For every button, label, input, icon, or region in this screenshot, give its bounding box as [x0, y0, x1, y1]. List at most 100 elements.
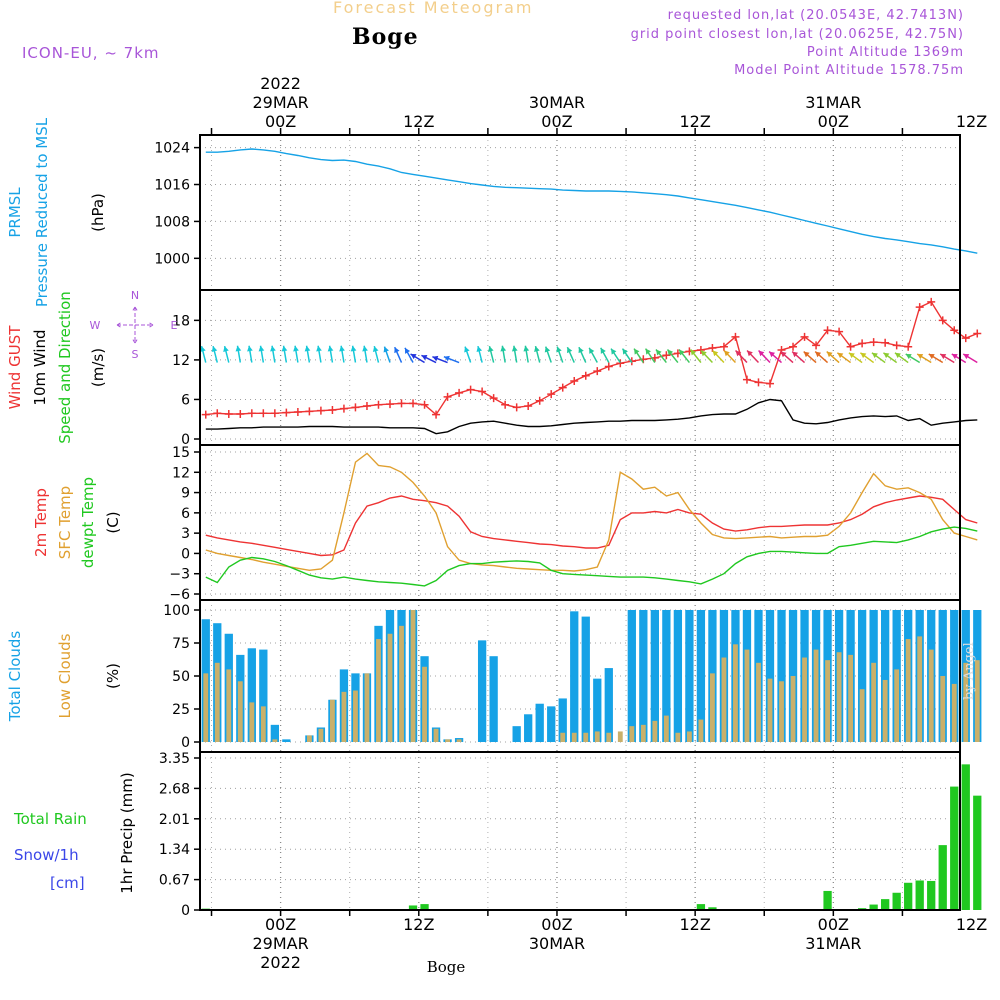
low-cloud-bar [640, 724, 646, 742]
total-cloud-bar [765, 610, 775, 742]
gust-marker [938, 316, 947, 325]
gust-marker [904, 342, 913, 351]
compass-south: S [132, 348, 139, 361]
low-cloud-bar [306, 735, 312, 742]
gust-marker [259, 409, 268, 418]
y-tick-label: 12 [172, 465, 190, 481]
wind-arrow-head [476, 346, 483, 352]
gust-marker [362, 402, 371, 411]
panel-frames [194, 128, 961, 916]
low-cloud-bar [848, 654, 854, 742]
gust-marker [581, 371, 590, 380]
model-name: ICON-EU, ~ 7km [22, 44, 160, 62]
total-cloud-bar [535, 703, 544, 742]
prmsl-line [205, 148, 978, 254]
low-cloud-bar [617, 731, 623, 742]
wind-arrow [523, 345, 530, 363]
wind-arrow [951, 353, 967, 364]
total-cloud-bar [777, 610, 786, 742]
wind-arrow-head [860, 352, 867, 359]
low-cloud-bar [583, 732, 589, 742]
y-tick-label: 1000 [154, 251, 190, 267]
rain-bar [904, 882, 913, 910]
wind-arrow-head [769, 351, 776, 358]
point-altitude: Point Altitude 1369m [806, 45, 964, 60]
gust-marker [858, 339, 867, 348]
wind-arrow [432, 355, 448, 364]
y-tick-label: 3.35 [159, 751, 190, 767]
panel-side-label: (m/s) [89, 348, 107, 387]
wind-arrow-head [690, 349, 697, 356]
bottom-time-label: 30MAR [529, 934, 585, 953]
gust-marker [742, 375, 751, 384]
y-tick-label: −3 [169, 567, 190, 583]
gust-marker [466, 385, 475, 394]
low-cloud-bar [330, 699, 335, 742]
bottom-time-label: 00Z [818, 915, 849, 934]
sfc-temp-line [205, 452, 978, 572]
wind-arrow [534, 345, 541, 363]
rain-bar [869, 904, 878, 910]
rain-bar [973, 795, 982, 910]
low-cloud-bar [663, 715, 669, 742]
wind-arrow-head [235, 345, 242, 352]
wind-arrow-head [404, 347, 411, 354]
wind-arrow [339, 345, 345, 363]
wind-arrow [464, 346, 472, 363]
wind-arrow [610, 348, 621, 363]
gust-marker [696, 346, 705, 355]
wind-arrow-head [488, 346, 494, 352]
bottom-time-label: 29MAR [252, 934, 308, 953]
y-tick-label: 25 [172, 702, 190, 718]
wind-arrow [655, 349, 667, 364]
total-cloud-bar [857, 610, 867, 742]
wind-arrow [678, 349, 690, 364]
gust-marker [616, 359, 625, 368]
low-cloud-bar [882, 679, 888, 742]
panel-side-label: Wind GUST [6, 325, 24, 410]
watermark: by Angel [962, 642, 977, 700]
wind-arrow [882, 352, 898, 364]
gust-marker [293, 407, 302, 416]
rain-bar [408, 905, 418, 910]
wind-arrow-head [372, 346, 379, 352]
rain-bar [938, 845, 947, 910]
wind-arrow [600, 347, 610, 363]
wind-arrow-head [511, 345, 518, 352]
wind-arrow-head [464, 346, 470, 353]
low-cloud-bar [779, 681, 784, 742]
gust-marker [846, 342, 855, 351]
wind-arrow [200, 345, 207, 363]
wind-arrow [700, 350, 713, 364]
total-cloud-bar [685, 610, 694, 742]
wind-arrow-head [534, 346, 540, 352]
wind-arrow-head [792, 351, 799, 358]
compass-icon [116, 306, 154, 344]
low-cloud-bar [376, 639, 381, 742]
gust-marker [604, 362, 613, 371]
low-cloud-bar [456, 739, 462, 742]
wind-arrow-head [701, 350, 707, 357]
gust-marker [835, 327, 844, 336]
y-tick-label: 0 [181, 735, 190, 751]
precip-axis-label: 1hr Precip (mm) [118, 772, 136, 893]
gust-marker [524, 402, 533, 411]
rain-bar [708, 907, 717, 910]
wind-arrow-head [826, 351, 833, 358]
gust-marker [662, 351, 671, 360]
compass-west: W [90, 319, 101, 332]
wind-arrow [566, 346, 575, 363]
gust-marker [501, 400, 510, 409]
wind-arrow [939, 353, 955, 364]
gust-marker [282, 408, 291, 417]
gust-marker [305, 407, 314, 416]
low-cloud-bar [249, 702, 255, 742]
gust-marker [535, 396, 544, 405]
wind-arrow [666, 349, 679, 364]
wind-arrow-head [421, 354, 428, 361]
low-cloud-bar [790, 676, 796, 742]
snow-unit-label: [cm] [50, 874, 85, 892]
low-cloud-bar [871, 662, 877, 742]
y-tick-label: 100 [163, 603, 190, 619]
